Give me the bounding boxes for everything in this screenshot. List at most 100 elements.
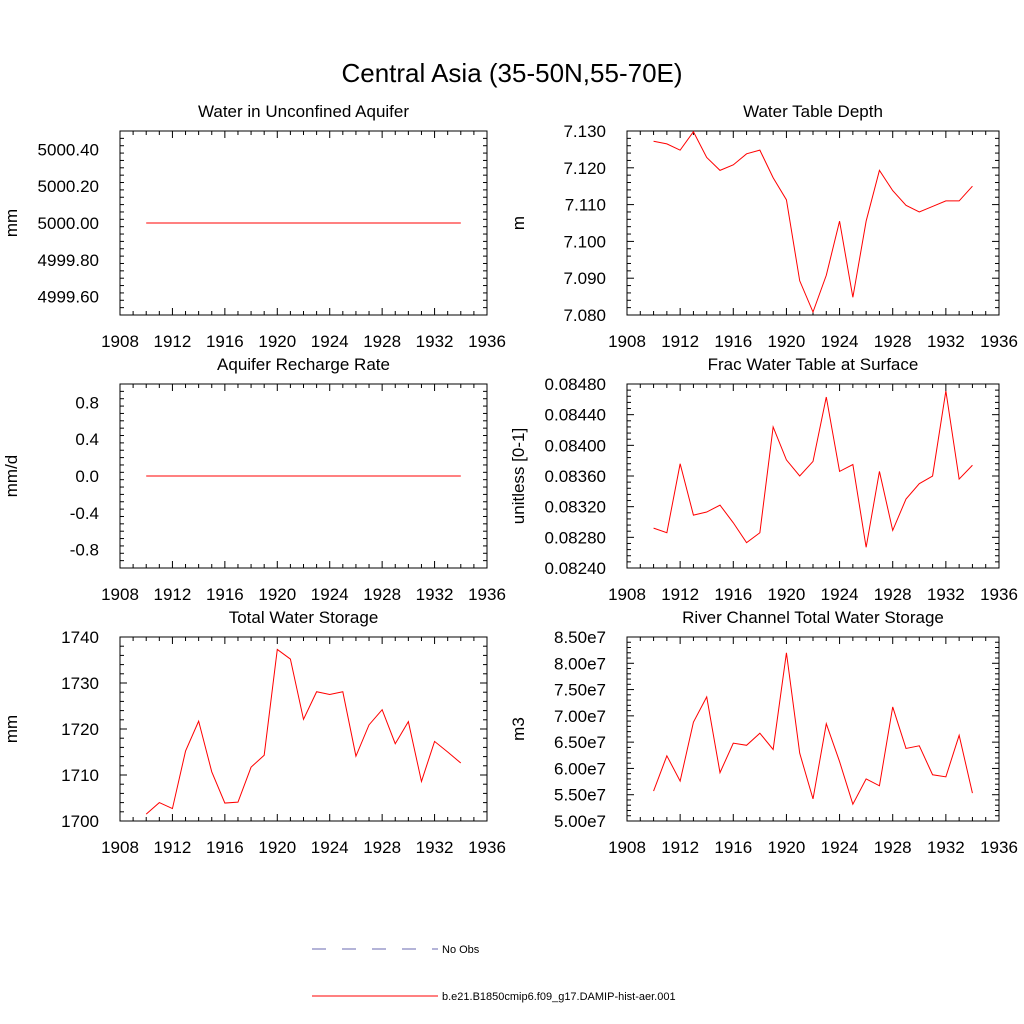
x-tick-label: 1916: [714, 838, 752, 857]
x-tick-label: 1920: [768, 332, 806, 351]
legend: No Obs b.e21.B1850cmip6.f09_g17.DAMIP-his…: [312, 944, 676, 1003]
panel-title: Water in Unconfined Aquifer: [198, 102, 409, 121]
y-tick-label: 7.090: [563, 269, 606, 288]
x-tick-label: 1912: [154, 332, 192, 351]
y-tick-label: 5.00e7: [554, 812, 606, 831]
x-tick-label: 1920: [768, 838, 806, 857]
y-tick-label: 8.50e7: [554, 628, 606, 647]
series-line: [653, 130, 973, 314]
series-line: [653, 652, 973, 806]
y-tick-label: 0.08240: [545, 559, 606, 578]
y-tick-label: 7.00e7: [554, 707, 606, 726]
y-tick-label: 0.08480: [545, 375, 606, 394]
y-tick-label: 4999.60: [38, 288, 99, 307]
x-tick-label: 1908: [608, 332, 646, 351]
y-tick-label: 1740: [61, 628, 99, 647]
x-tick-label: 1920: [258, 585, 296, 604]
x-tick-label: 1932: [416, 332, 454, 351]
plot-frame: [626, 130, 1000, 316]
x-tick-label: 1928: [874, 838, 912, 857]
panels: Water in Unconfined Aquifer mm 1908 1912 191…: [2, 102, 1018, 857]
x-tick-label: 1908: [101, 585, 139, 604]
x-tick-label: 1908: [608, 585, 646, 604]
y-tick-label: -0.4: [70, 504, 99, 523]
chart-panel-5: Total Water Storage mm 1908 1912 1916 1920 192…: [2, 608, 506, 857]
y-tick-label: 0.8: [75, 393, 99, 412]
x-tick-label: 1928: [363, 332, 401, 351]
x-tick-label: 1912: [154, 838, 192, 857]
x-tick-label: 1912: [154, 585, 192, 604]
y-tick-label: 7.100: [563, 232, 606, 251]
y-axis-label: m: [509, 216, 528, 230]
y-tick-label: 7.130: [563, 122, 606, 141]
y-tick-label: 0.08440: [545, 406, 606, 425]
x-tick-label: 1924: [311, 332, 349, 351]
y-tick-label: 7.110: [565, 196, 606, 215]
y-tick-label: 1720: [61, 720, 99, 739]
x-tick-label: 1924: [821, 585, 859, 604]
x-tick-label: 1928: [874, 585, 912, 604]
plot-frame: [119, 636, 488, 822]
y-tick-label: 0.0: [75, 467, 99, 486]
panel-title: Aquifer Recharge Rate: [217, 355, 390, 374]
x-tick-label: 1932: [416, 838, 454, 857]
x-tick-label: 1928: [874, 332, 912, 351]
y-tick-label: 0.4: [75, 430, 99, 449]
y-tick-label: 5000.40: [38, 140, 99, 159]
x-tick-label: 1912: [661, 585, 699, 604]
x-tick-label: 1936: [468, 585, 506, 604]
y-tick-label: 4999.80: [38, 251, 99, 270]
x-tick-label: 1932: [927, 585, 965, 604]
x-tick-label: 1932: [416, 585, 454, 604]
chart-panel-4: Frac Water Table at Surface unitless [0-1…: [509, 355, 1018, 604]
x-tick-label: 1936: [980, 585, 1018, 604]
y-axis-label: mm/d: [2, 455, 21, 498]
panel-title: Total Water Storage: [229, 608, 379, 627]
y-tick-label: 0.08360: [545, 467, 606, 486]
y-axis-label: m3: [509, 717, 528, 741]
x-tick-label: 1936: [980, 838, 1018, 857]
x-tick-label: 1928: [363, 585, 401, 604]
y-axis-label: mm: [2, 209, 21, 237]
x-tick-label: 1928: [363, 838, 401, 857]
series-line: [653, 390, 973, 548]
y-tick-label: -0.8: [70, 541, 99, 560]
y-tick-label: 5000.00: [38, 214, 99, 233]
x-tick-label: 1916: [206, 332, 244, 351]
x-tick-label: 1908: [101, 332, 139, 351]
y-tick-label: 1730: [61, 674, 99, 693]
panel-title: Water Table Depth: [743, 102, 883, 121]
x-tick-label: 1936: [468, 838, 506, 857]
x-tick-label: 1916: [714, 332, 752, 351]
legend-label: No Obs: [442, 944, 480, 956]
x-tick-label: 1936: [468, 332, 506, 351]
y-tick-label: 7.120: [563, 159, 606, 178]
y-tick-label: 7.50e7: [554, 681, 606, 700]
y-tick-label: 1710: [61, 766, 99, 785]
x-tick-label: 1908: [101, 838, 139, 857]
x-tick-label: 1916: [714, 585, 752, 604]
panel-title: River Channel Total Water Storage: [682, 608, 944, 627]
y-tick-label: 5.50e7: [554, 786, 606, 805]
x-tick-label: 1924: [821, 332, 859, 351]
chart-panel-6: River Channel Total Water Storage m3 1908 1…: [509, 608, 1018, 857]
x-tick-label: 1932: [927, 838, 965, 857]
x-tick-label: 1924: [821, 838, 859, 857]
y-tick-label: 0.08400: [545, 436, 606, 455]
series-line: [145, 648, 462, 815]
x-tick-label: 1936: [980, 332, 1018, 351]
y-tick-label: 0.08280: [545, 528, 606, 547]
y-tick-label: 5000.20: [38, 177, 99, 196]
y-tick-label: 0.08320: [545, 498, 606, 517]
y-axis-label: unitless [0-1]: [509, 428, 528, 524]
y-tick-label: 7.080: [563, 306, 606, 325]
x-tick-label: 1912: [661, 332, 699, 351]
x-tick-label: 1912: [661, 838, 699, 857]
x-tick-label: 1916: [206, 585, 244, 604]
plot-frame: [626, 636, 1000, 822]
x-tick-label: 1924: [311, 838, 349, 857]
chart-panel-1: Water in Unconfined Aquifer mm 1908 1912 191…: [2, 102, 506, 351]
chart-panel-3: Aquifer Recharge Rate mm/d 1908 1912 1916 192…: [2, 355, 506, 604]
x-tick-label: 1920: [258, 332, 296, 351]
